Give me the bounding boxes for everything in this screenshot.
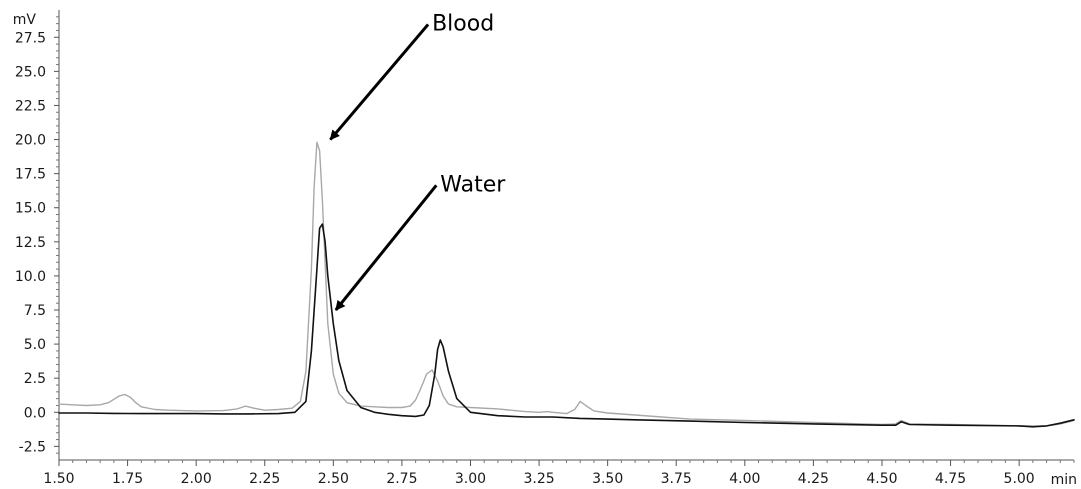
x-tick-label: 3.00 [455, 471, 486, 487]
x-tick-label: 3.25 [523, 471, 554, 487]
y-tick-label: 12.5 [15, 235, 46, 251]
y-tick-label: 22.5 [15, 98, 46, 114]
y-tick-label: 2.5 [24, 371, 46, 387]
x-tick-label: 3.50 [592, 471, 623, 487]
y-axis-unit: mV [13, 12, 37, 28]
x-tick-label: 5.00 [1004, 471, 1035, 487]
y-tick-label: 17.5 [15, 167, 46, 183]
x-tick-label: 2.00 [181, 471, 212, 487]
y-tick-label: 0.0 [24, 405, 46, 421]
y-tick-label: 10.0 [15, 269, 46, 285]
x-tick-label: 4.25 [798, 471, 829, 487]
x-tick-label: 4.75 [935, 471, 966, 487]
annotation-label-blood: Blood [432, 11, 494, 36]
x-tick-label: 2.75 [386, 471, 417, 487]
x-tick-label: 4.50 [866, 471, 897, 487]
series-line-blood [58, 141, 1075, 428]
x-axis-unit: min [1051, 472, 1077, 488]
x-tick-label: 2.50 [318, 471, 349, 487]
y-tick-label: 7.5 [24, 303, 46, 319]
y-tick-label: 25.0 [15, 64, 46, 80]
series-line-water [58, 223, 1075, 428]
annotation-arrow-water [334, 184, 438, 311]
x-tick-label: 4.00 [729, 471, 760, 487]
y-tick-label: 15.0 [15, 201, 46, 217]
x-tick-label: 2.25 [249, 471, 280, 487]
y-tick-label: 20.0 [15, 133, 46, 149]
series-layer [58, 141, 1075, 428]
x-tick-label: 1.75 [112, 471, 143, 487]
annotation-label-water: Water [440, 172, 506, 197]
x-tick-label: 3.75 [661, 471, 692, 487]
y-tick-label: -2.5 [19, 439, 46, 455]
annotation-arrow-blood [329, 23, 430, 141]
axes: -2.5 0.0 2.5 5.0 7.5 10.0 12.5 15.0 17.5 20.0 22.5… [15, 10, 1075, 487]
y-tick-label: 5.0 [24, 337, 46, 353]
annotation-layer: Blood Water [329, 11, 506, 311]
x-tick-label: 1.50 [43, 471, 74, 487]
y-tick-label: 27.5 [15, 30, 46, 46]
